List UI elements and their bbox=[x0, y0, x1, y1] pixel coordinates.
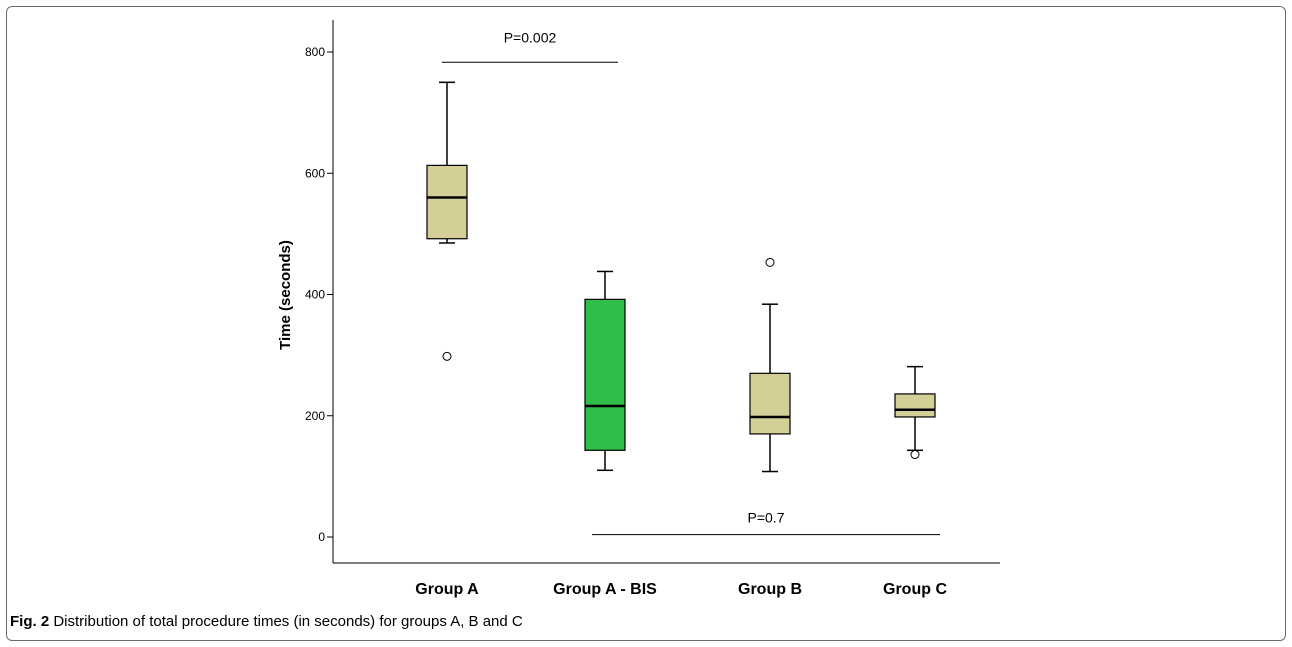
y-tick-label: 600 bbox=[305, 166, 325, 180]
outlier-point bbox=[442, 351, 452, 361]
x-category-label: Group B bbox=[738, 581, 802, 598]
iqr-box bbox=[584, 298, 626, 451]
caption-label: Fig. 2 bbox=[10, 613, 50, 630]
y-axis-title: Time (seconds) bbox=[277, 240, 294, 350]
p-value-label: P=0.7 bbox=[748, 510, 785, 526]
caption-text: Distribution of total procedure times (i… bbox=[53, 613, 523, 630]
x-category-label: Group A - BIS bbox=[553, 581, 657, 598]
box-group-a-bis bbox=[584, 270, 626, 472]
x-category-label: Group A bbox=[415, 581, 479, 598]
chart-boxes bbox=[426, 81, 936, 473]
boxplot-chart: 0 200 400 600 800 Group A Group A - BIS Group B… bbox=[277, 20, 1000, 598]
figure-caption: Fig. 2 Distribution of total procedure t… bbox=[10, 613, 523, 630]
chart-annotations: P=0.002 P=0.7 bbox=[442, 29, 940, 536]
y-tick-label: 800 bbox=[305, 45, 325, 59]
figure-frame bbox=[6, 6, 1286, 641]
x-category-label: Group C bbox=[883, 581, 947, 598]
y-tick-label: 400 bbox=[305, 288, 325, 302]
iqr-box bbox=[426, 164, 468, 240]
box-group-a bbox=[426, 81, 468, 361]
p-value-label: P=0.002 bbox=[504, 29, 557, 45]
chart-axes: 0 200 400 600 800 Group A Group A - BIS Group B… bbox=[305, 20, 1000, 598]
iqr-box bbox=[894, 393, 936, 418]
y-tick-label: 0 bbox=[318, 530, 325, 544]
iqr-box bbox=[749, 372, 791, 435]
outlier-point bbox=[910, 450, 920, 460]
y-tick-label: 200 bbox=[305, 409, 325, 423]
box-group-b bbox=[749, 257, 791, 473]
outlier-point bbox=[765, 257, 775, 267]
box-group-c bbox=[894, 365, 936, 460]
